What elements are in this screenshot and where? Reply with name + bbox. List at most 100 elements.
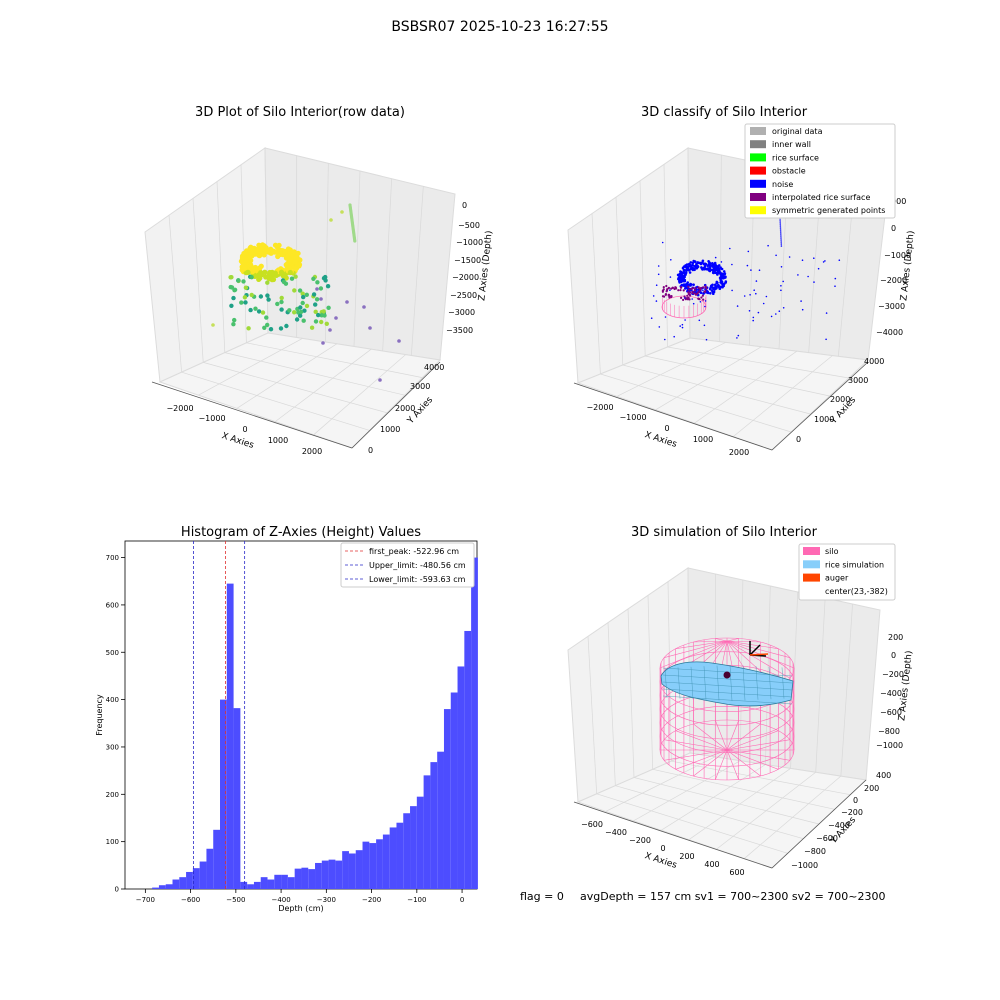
classified-y-axis-line (771, 361, 869, 451)
raw-x-tick: −1000 (198, 414, 225, 423)
histogram-bar (179, 877, 187, 889)
scatter-point (304, 292, 309, 297)
x-tick-label: −300 (317, 896, 336, 904)
rice-mesh-line (755, 666, 759, 700)
gridline (719, 154, 722, 342)
noise-point (724, 276, 727, 279)
scatter-point (278, 326, 284, 331)
noise-point (779, 225, 782, 227)
noise-point (696, 261, 699, 264)
noise-point (708, 262, 712, 265)
noise-point (813, 281, 815, 283)
simulation-y-label: Y Axies (828, 815, 858, 847)
raw-y-tick: 1000 (380, 425, 400, 434)
silo-wire (726, 640, 779, 649)
classified-x-tick: 0 (664, 424, 669, 433)
histogram-bar (199, 861, 207, 889)
scatter-point (268, 327, 274, 332)
classified-x-axis-line (573, 382, 773, 451)
noise-point (717, 285, 721, 288)
gridline (591, 213, 601, 375)
rice-mesh-line (664, 667, 668, 699)
simulation-y-tick: −200 (841, 808, 863, 817)
interpolated-point (699, 286, 703, 290)
interpolated-point (665, 284, 668, 288)
noise-point (713, 283, 717, 287)
interpolated-point (667, 287, 670, 290)
raw-z-tick: −3500 (446, 326, 473, 335)
noise-point (780, 289, 782, 292)
noise-point (652, 295, 655, 297)
scatter-point (300, 300, 305, 306)
noise-point (714, 267, 716, 269)
scatter-point (313, 309, 318, 314)
scatter-point (270, 248, 277, 254)
simulation-z-tick: −600 (880, 708, 902, 717)
simulation-z-label: Z Axies (Depth) (897, 650, 914, 721)
histogram-title: Histogram of Z-Axies (Height) Values (181, 525, 421, 540)
noise-point (825, 312, 828, 314)
noise-point (749, 294, 751, 296)
scatter-point (250, 266, 256, 272)
gridline (168, 215, 182, 373)
noise-point (687, 262, 691, 266)
noise-point (669, 289, 671, 292)
noise-point (723, 273, 726, 275)
raw-floor-pane (158, 332, 442, 449)
raw-y-axis-line (351, 361, 441, 449)
histogram-x-ticks: −700 −600 −500 −400 −300 −200 −100 0 (136, 889, 464, 904)
noise-point (689, 261, 693, 264)
histogram-bar (437, 751, 444, 889)
gridline (694, 350, 798, 424)
silo-wire (726, 749, 791, 761)
scatter-point (296, 262, 303, 268)
noise-point (711, 283, 714, 287)
noise-point (673, 335, 675, 338)
noise-point (685, 268, 688, 272)
scatter-point (368, 326, 372, 330)
gridline (274, 348, 372, 422)
interpolated-point (667, 293, 671, 296)
scatter-point (265, 293, 270, 298)
simulation-y-tick: −400 (828, 821, 850, 830)
classified-floor-pane (576, 337, 870, 451)
histogram-bar (457, 666, 465, 889)
gridline (246, 342, 423, 378)
legend-label: symmetric generated points (772, 206, 885, 215)
noise-point (782, 280, 784, 283)
noise-point (779, 227, 782, 229)
noise-point (704, 262, 706, 264)
scatter-point (242, 264, 248, 271)
raw-z-tick: −3000 (448, 308, 475, 317)
histogram-bar (165, 884, 173, 889)
silo-wire (693, 640, 728, 643)
classified-legend: original data inner wall rice surface obsta… (744, 123, 896, 219)
scatter-point (231, 295, 236, 301)
histogram-bar (152, 887, 159, 889)
silo-wire (675, 749, 728, 770)
rice-mesh-line (703, 666, 707, 700)
silo-wire (715, 749, 728, 780)
noise-point (684, 319, 686, 321)
interpolated-point (687, 291, 690, 294)
scatter-point (229, 303, 234, 308)
simulation-z-tick: −1000 (876, 741, 903, 750)
interpolated-point (697, 286, 700, 289)
noise-point (698, 319, 701, 322)
rice-mesh-line (662, 695, 793, 705)
scatter-point (257, 265, 263, 271)
raw-x-label: X Axies (220, 431, 255, 451)
noise-point (780, 235, 782, 237)
scatter-point (265, 280, 270, 285)
interpolated-point (663, 295, 666, 298)
simulation-y-tick: 200 (864, 784, 879, 793)
noise-point (669, 276, 672, 278)
scatter-point (298, 313, 303, 318)
y-tick-label: 200 (106, 791, 119, 799)
gridline (313, 354, 406, 436)
scatter-point (265, 322, 270, 328)
scatter-point (279, 307, 284, 312)
noise-point (691, 267, 695, 270)
scatter-point (321, 309, 326, 314)
simulation-z-tick: −200 (882, 670, 904, 679)
